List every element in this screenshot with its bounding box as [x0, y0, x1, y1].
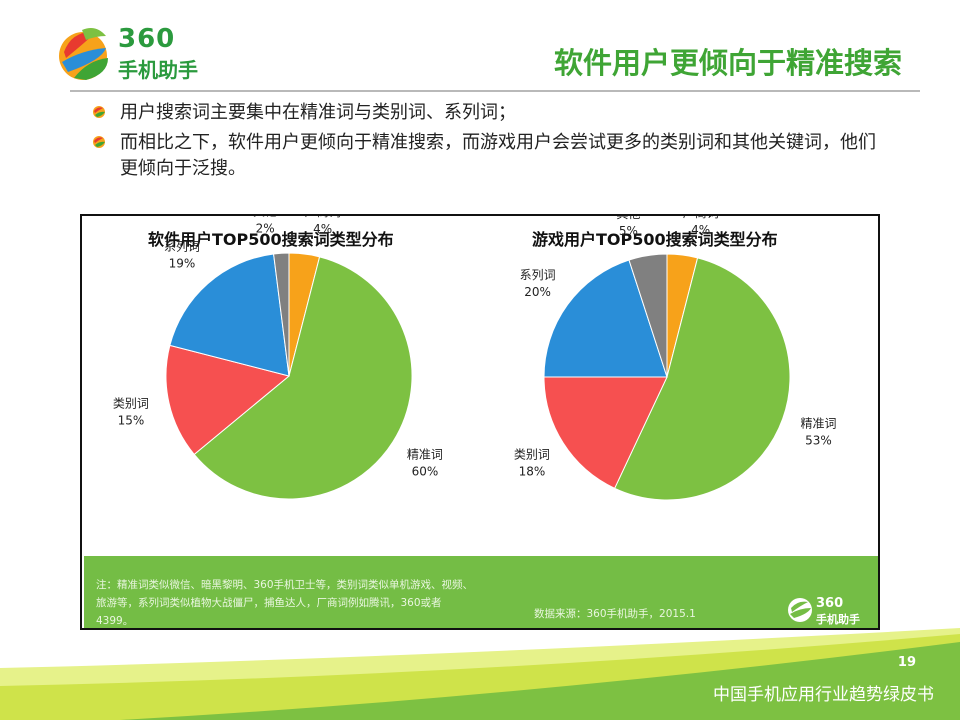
page-number: 19 — [897, 655, 916, 670]
pie-slice-game-category — [543, 376, 668, 489]
pie-value-game-precise: 53% — [805, 434, 832, 448]
pie-value-game-vendor: 4% — [691, 223, 710, 237]
pie-charts: 厂商词 4% 精准词 60% 类别词 15% 系列词 19% 其他 2% 厂商词 4% 精准词 53% 类别… — [113, 216, 837, 501]
pie-slice-game-precise — [613, 257, 791, 501]
footer-swoosh — [0, 628, 960, 720]
pie-label-game-vendor: 厂商词 — [683, 216, 719, 220]
pie-label-software-series: 系列词 — [164, 240, 200, 254]
bullet-logo-icon — [93, 106, 105, 118]
brand-logo-number: 360 — [118, 24, 176, 54]
pie-label-game-precise: 精准词 — [800, 417, 836, 431]
pie-value-game-other: 5% — [619, 224, 638, 238]
brand-logo: 360 手机助手 — [52, 22, 242, 84]
bullet-list: 用户搜索词主要集中在精准词与类别词、系列词； 而相比之下，软件用户更倾向于精准搜… — [92, 100, 892, 186]
chart-title-software: 软件用户TOP500搜索词类型分布 — [148, 230, 394, 249]
bullet-logo-icon — [93, 136, 105, 148]
brand-logo-mark-icon — [59, 28, 108, 80]
chart-title-game: 游戏用户TOP500搜索词类型分布 — [532, 230, 778, 249]
bullet-item: 而相比之下，软件用户更倾向于精准搜索，而游戏用户会尝试更多的类别词和其他关键词，… — [92, 130, 892, 182]
note-band: 注：精准词类似微信、暗黑黎明、360手机卫士等，类别词类似单机游戏、视频、旅游等… — [84, 556, 878, 628]
pie-slice-game-other — [628, 253, 668, 378]
pie-slice-software-other — [273, 252, 290, 377]
pie-label-software-precise: 精准词 — [407, 447, 443, 461]
slide-title: 软件用户更倾向于精准搜索 — [553, 46, 902, 80]
pie-value-software-category: 15% — [118, 413, 145, 427]
mini-brand-logo: 360 手机助手 — [786, 596, 872, 626]
pie-label-software-vendor: 厂商词 — [305, 216, 341, 219]
note-text: 注：精准词类似微信、暗黑黎明、360手机卫士等，类别词类似单机游戏、视频、旅游等… — [96, 579, 474, 627]
mini-logo-icon — [788, 598, 812, 622]
pie-label-game-series: 系列词 — [520, 268, 556, 282]
pie-value-game-category: 18% — [519, 465, 546, 479]
pie-value-game-series: 20% — [524, 285, 551, 299]
pie-value-software-series: 19% — [169, 257, 196, 271]
pie-value-software-vendor: 4% — [313, 222, 332, 236]
pie-label-software-other: 其他 — [253, 216, 277, 218]
mini-logo-name: 手机助手 — [816, 613, 860, 626]
bullet-text: 而相比之下，软件用户更倾向于精准搜索，而游戏用户会尝试更多的类别词和其他关键词，… — [120, 132, 876, 179]
brand-logo-name: 手机助手 — [118, 58, 198, 82]
mini-logo-number: 360 — [816, 596, 844, 611]
pie-slice-software-category — [165, 344, 291, 456]
pie-label-game-other: 其他 — [616, 216, 640, 221]
report-title: 中国手机应用行业趋势绿皮书 — [713, 685, 934, 705]
bullet-text: 用户搜索词主要集中在精准词与类别词、系列词； — [120, 102, 516, 123]
pie-slice-software-precise — [193, 256, 413, 500]
pie-slice-game-series — [543, 259, 668, 378]
chart-panel: 软件用户TOP500搜索词类型分布 游戏用户TOP500搜索词类型分布 厂商词 4… — [80, 214, 880, 630]
pie-label-software-category: 类别词 — [113, 396, 149, 410]
pie-value-software-other: 2% — [256, 221, 275, 235]
pie-label-game-category: 类别词 — [514, 448, 550, 462]
pie-slice-software-series — [169, 253, 290, 377]
header-divider — [70, 90, 920, 92]
bullet-item: 用户搜索词主要集中在精准词与类别词、系列词； — [92, 100, 892, 126]
data-source: 数据来源：360手机助手，2015.1 — [534, 608, 696, 620]
pie-value-software-precise: 60% — [412, 464, 439, 478]
